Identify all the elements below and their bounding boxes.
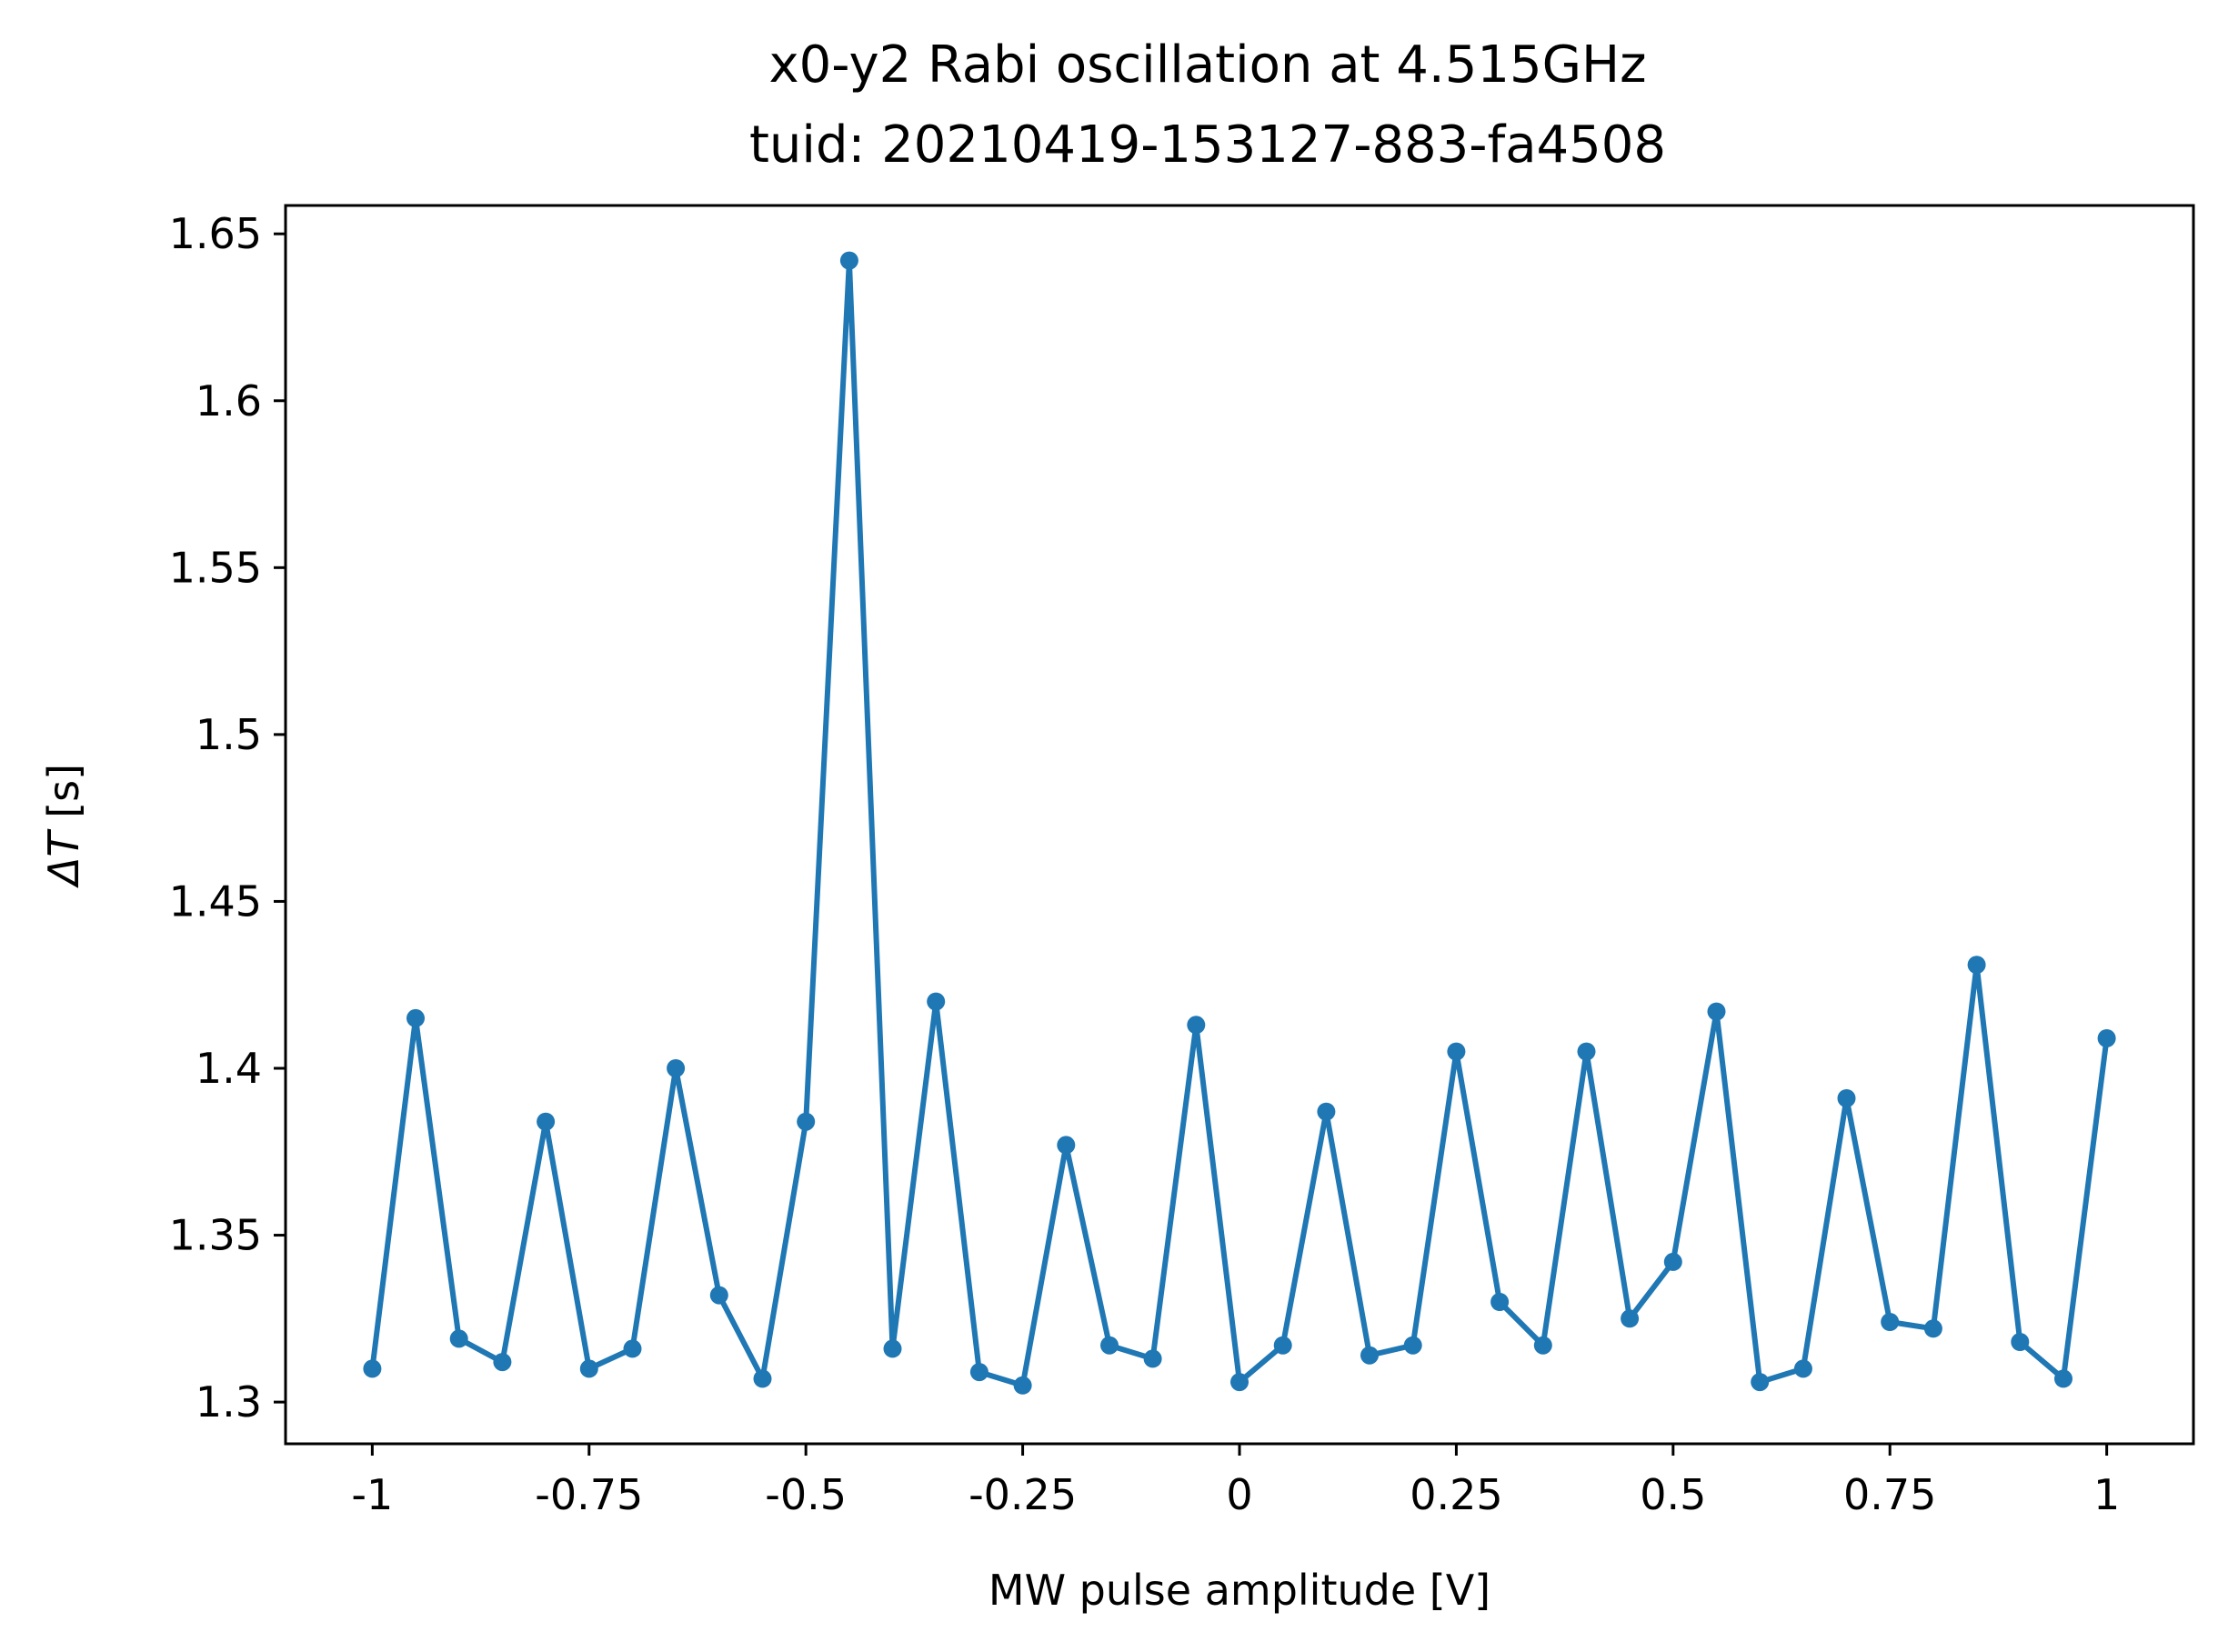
data-point (1707, 1002, 1726, 1021)
data-point (709, 1286, 728, 1305)
y-axis-label: ΔT [s] (39, 764, 88, 888)
data-series (363, 251, 2116, 1395)
data-point (1187, 1016, 1206, 1035)
data-point (406, 1008, 425, 1027)
data-point (1663, 1252, 1682, 1271)
data-point (1230, 1373, 1249, 1392)
data-point (623, 1339, 642, 1358)
data-point (1447, 1042, 1466, 1061)
data-point (1317, 1102, 1336, 1121)
data-point (1621, 1309, 1640, 1328)
x-tick-label: -0.25 (968, 1470, 1077, 1519)
data-point (537, 1112, 556, 1131)
chart-subtitle: tuid: 20210419-153127-883-fa4508 (749, 115, 1666, 175)
data-point (839, 251, 858, 270)
data-point (1881, 1313, 1900, 1331)
data-point (969, 1363, 989, 1382)
x-tick-label: -0.5 (765, 1470, 847, 1519)
chart-title: x0-y2 Rabi oscillation at 4.515GHz (768, 35, 1646, 95)
data-point (1143, 1349, 1162, 1368)
x-tick-label: 0.25 (1410, 1470, 1502, 1519)
data-point (883, 1339, 902, 1358)
x-axis-label: MW pulse amplitude [V] (989, 1566, 1490, 1615)
y-tick-label: 1.6 (196, 376, 262, 426)
data-point (1533, 1336, 1552, 1355)
plot-frame (284, 204, 2195, 1446)
data-point (1360, 1346, 1379, 1365)
data-point (667, 1059, 686, 1077)
y-tick-label: 1.65 (169, 209, 262, 258)
data-point (1100, 1336, 1119, 1355)
y-tick-label: 1.5 (196, 710, 262, 759)
y-axis-ticks: 1.3 1.35 1.4 1.45 1.5 1.55 1.6 1.65 (169, 209, 286, 1427)
data-point (1923, 1319, 1942, 1338)
x-tick-label: 1 (2093, 1470, 2120, 1519)
data-point (797, 1112, 816, 1131)
y-axis-label-unit: [s] (39, 764, 88, 831)
data-point (363, 1359, 382, 1378)
x-tick-label: -0.75 (535, 1470, 643, 1519)
data-point (1013, 1376, 1032, 1395)
x-tick-label: 0.5 (1640, 1470, 1706, 1519)
data-point (2011, 1333, 2030, 1351)
data-point (2097, 1029, 2116, 1047)
y-tick-label: 1.4 (196, 1044, 262, 1093)
x-tick-label: -1 (351, 1470, 393, 1519)
data-point (1057, 1136, 1076, 1155)
y-tick-label: 1.45 (169, 876, 262, 926)
data-point (753, 1369, 772, 1388)
data-point (2054, 1369, 2072, 1388)
data-point (927, 992, 946, 1011)
data-point (1837, 1089, 1856, 1107)
data-point (1967, 956, 1986, 975)
x-tick-label: 0 (1226, 1470, 1252, 1519)
data-point (493, 1353, 512, 1372)
data-point (1490, 1293, 1510, 1311)
y-tick-label: 1.35 (169, 1211, 262, 1260)
data-point (1577, 1042, 1596, 1061)
y-axis-label-symbol: ΔT (39, 828, 88, 888)
data-point (1751, 1373, 1770, 1392)
y-tick-label: 1.3 (196, 1377, 262, 1427)
data-point (579, 1359, 598, 1378)
data-point (1273, 1336, 1292, 1355)
data-point (1403, 1336, 1422, 1355)
y-tick-label: 1.55 (169, 543, 262, 592)
data-point (449, 1329, 468, 1348)
x-axis-ticks: -1 -0.75 -0.5 -0.25 0 0.25 0.5 0.75 1 (351, 1444, 2120, 1519)
x-tick-label: 0.75 (1843, 1470, 1936, 1519)
data-point (1793, 1359, 1812, 1378)
